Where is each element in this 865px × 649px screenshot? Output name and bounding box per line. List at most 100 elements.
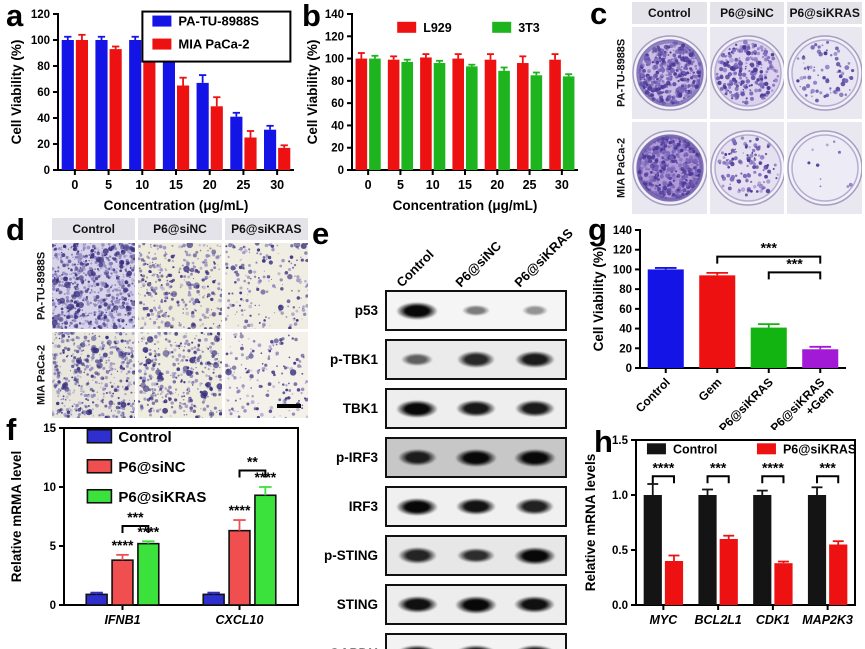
y-tick-label: 80 bbox=[37, 61, 50, 73]
blot-strip bbox=[385, 584, 567, 625]
colony-well-grid: Control P6@siNC P6@siKRAS PA-TU-8988S MIA Pa… bbox=[614, 2, 862, 214]
column-header: P6@siNC bbox=[709, 2, 785, 24]
panel-letter-f: f bbox=[6, 412, 17, 447]
panel-e: e Control P6@siNC P6@siKRAS p53 p-TBK1 TBK1 p-… bbox=[312, 218, 586, 649]
significance-stars: *** bbox=[710, 459, 727, 475]
y-tick-label: 60 bbox=[619, 304, 632, 316]
protein-label: STING bbox=[336, 597, 378, 612]
bar-Control bbox=[753, 495, 772, 605]
assay-image bbox=[52, 243, 136, 329]
assay-image bbox=[224, 332, 308, 418]
y-tick-label: 80 bbox=[619, 284, 632, 296]
x-axis-label: Concentration (μg/mL) bbox=[393, 198, 538, 213]
western-blot: Control P6@siNC P6@siKRAS p53 p-TBK1 TBK1 p-IR… bbox=[312, 225, 576, 649]
chart-h-mrna-knockdown: 0.0 0.5 1.0 1.5 Relative mRNA levels MYC BCL2L… bbox=[583, 435, 856, 627]
x-tick-label: 20 bbox=[203, 178, 217, 192]
significance-stars: *** bbox=[786, 255, 803, 271]
legend-swatch bbox=[152, 38, 172, 50]
significance-stars: *** bbox=[127, 509, 144, 525]
legend-swatch bbox=[86, 428, 113, 444]
protein-band bbox=[513, 644, 556, 649]
y-tick-label: 140 bbox=[325, 9, 344, 21]
y-tick-label: 20 bbox=[331, 143, 344, 155]
assay-image bbox=[709, 27, 785, 119]
y-tick-label: 20 bbox=[619, 343, 632, 355]
blot-row: p53 bbox=[312, 290, 567, 331]
bar-L929 bbox=[516, 63, 529, 170]
blot-row: IRF3 bbox=[312, 486, 567, 527]
bar-PA-TU-8988S bbox=[230, 116, 243, 170]
assay-image bbox=[138, 243, 222, 329]
x-tick-label: BCL2L1 bbox=[695, 613, 742, 627]
x-tick-label: Gem bbox=[696, 375, 725, 404]
y-tick-label: 0.0 bbox=[612, 600, 628, 612]
y-tick-label: 120 bbox=[613, 245, 632, 257]
panel-letter-g: g bbox=[588, 212, 607, 247]
bar-P6@siKRAS bbox=[254, 494, 277, 606]
assay-image bbox=[709, 122, 785, 214]
legend-label: MIA PaCa-2 bbox=[178, 37, 249, 52]
x-tick-label: CXCL10 bbox=[216, 613, 264, 627]
bar-L929 bbox=[452, 58, 464, 171]
protein-label: IRF3 bbox=[348, 499, 378, 514]
legend-label: P6@siNC bbox=[118, 459, 185, 476]
y-tick-label: 0 bbox=[44, 165, 50, 177]
x-tick-label: 5 bbox=[397, 178, 404, 192]
protein-band bbox=[457, 547, 495, 564]
significance-stars: **** bbox=[229, 502, 251, 518]
legend-label: P6@siKRAS bbox=[783, 442, 856, 456]
y-tick-label: 0.5 bbox=[612, 545, 629, 557]
y-tick-label: 80 bbox=[331, 76, 344, 88]
bar-PA-TU-8988S bbox=[129, 40, 142, 170]
significance-bracket bbox=[816, 475, 840, 484]
y-tick-label: 0 bbox=[626, 363, 632, 375]
bar-P6@siKRAS bbox=[829, 544, 848, 605]
grid-corner bbox=[614, 2, 629, 24]
bar-Control bbox=[698, 495, 717, 605]
x-tick-label: 0 bbox=[365, 178, 372, 192]
panel-h: h 0.0 0.5 1.0 1.5 Relative mRNA levels MYC BCL… bbox=[580, 426, 863, 647]
protein-label: p-TBK1 bbox=[330, 352, 378, 367]
y-tick-label: 1.5 bbox=[612, 435, 629, 447]
x-tick-label: MYC bbox=[649, 613, 678, 627]
legend-label: 3T3 bbox=[518, 21, 540, 35]
x-tick-label: 0 bbox=[71, 178, 78, 192]
protein-band bbox=[401, 352, 434, 367]
bar-Control bbox=[647, 269, 684, 368]
protein-band bbox=[455, 595, 497, 614]
assay-image bbox=[632, 122, 707, 214]
protein-band bbox=[461, 304, 491, 317]
protein-band bbox=[513, 448, 556, 467]
y-tick-label: 100 bbox=[613, 264, 632, 276]
column-header: P6@siNC bbox=[138, 218, 222, 240]
significance-stars: *** bbox=[819, 459, 836, 475]
significance-stars: ** bbox=[247, 453, 258, 469]
blot-row: TBK1 bbox=[312, 388, 567, 429]
bar-MIA-PaCa-2 bbox=[244, 137, 257, 170]
assay-image bbox=[138, 332, 222, 418]
y-tick-label: 140 bbox=[613, 225, 632, 237]
legend-swatch bbox=[756, 443, 776, 455]
x-tick-label: CDK1 bbox=[756, 613, 790, 627]
protein-band bbox=[397, 449, 437, 466]
protein-band bbox=[455, 399, 497, 418]
significance-bracket bbox=[121, 524, 150, 533]
legend-label: Control bbox=[118, 429, 171, 446]
x-tick-label: 10 bbox=[426, 178, 440, 192]
bar-MIA-PaCa-2 bbox=[177, 85, 190, 170]
protein-band bbox=[515, 498, 555, 515]
assay-image bbox=[52, 332, 136, 418]
significance-bracket bbox=[651, 475, 675, 484]
y-tick-label: 40 bbox=[37, 113, 50, 125]
x-tick-label: 10 bbox=[135, 178, 149, 192]
significance-bracket bbox=[716, 255, 822, 264]
significance-stars: *** bbox=[761, 240, 778, 256]
x-tick-label: 25 bbox=[236, 178, 250, 192]
significance-bracket bbox=[761, 475, 785, 484]
legend-swatch bbox=[397, 21, 417, 33]
lane-label: Control bbox=[393, 246, 437, 290]
blot-strip bbox=[385, 486, 567, 527]
chart-g-combination-viability: 0 20 40 60 80 100 120 140 Cell Viability (%) Cont… bbox=[591, 225, 846, 435]
